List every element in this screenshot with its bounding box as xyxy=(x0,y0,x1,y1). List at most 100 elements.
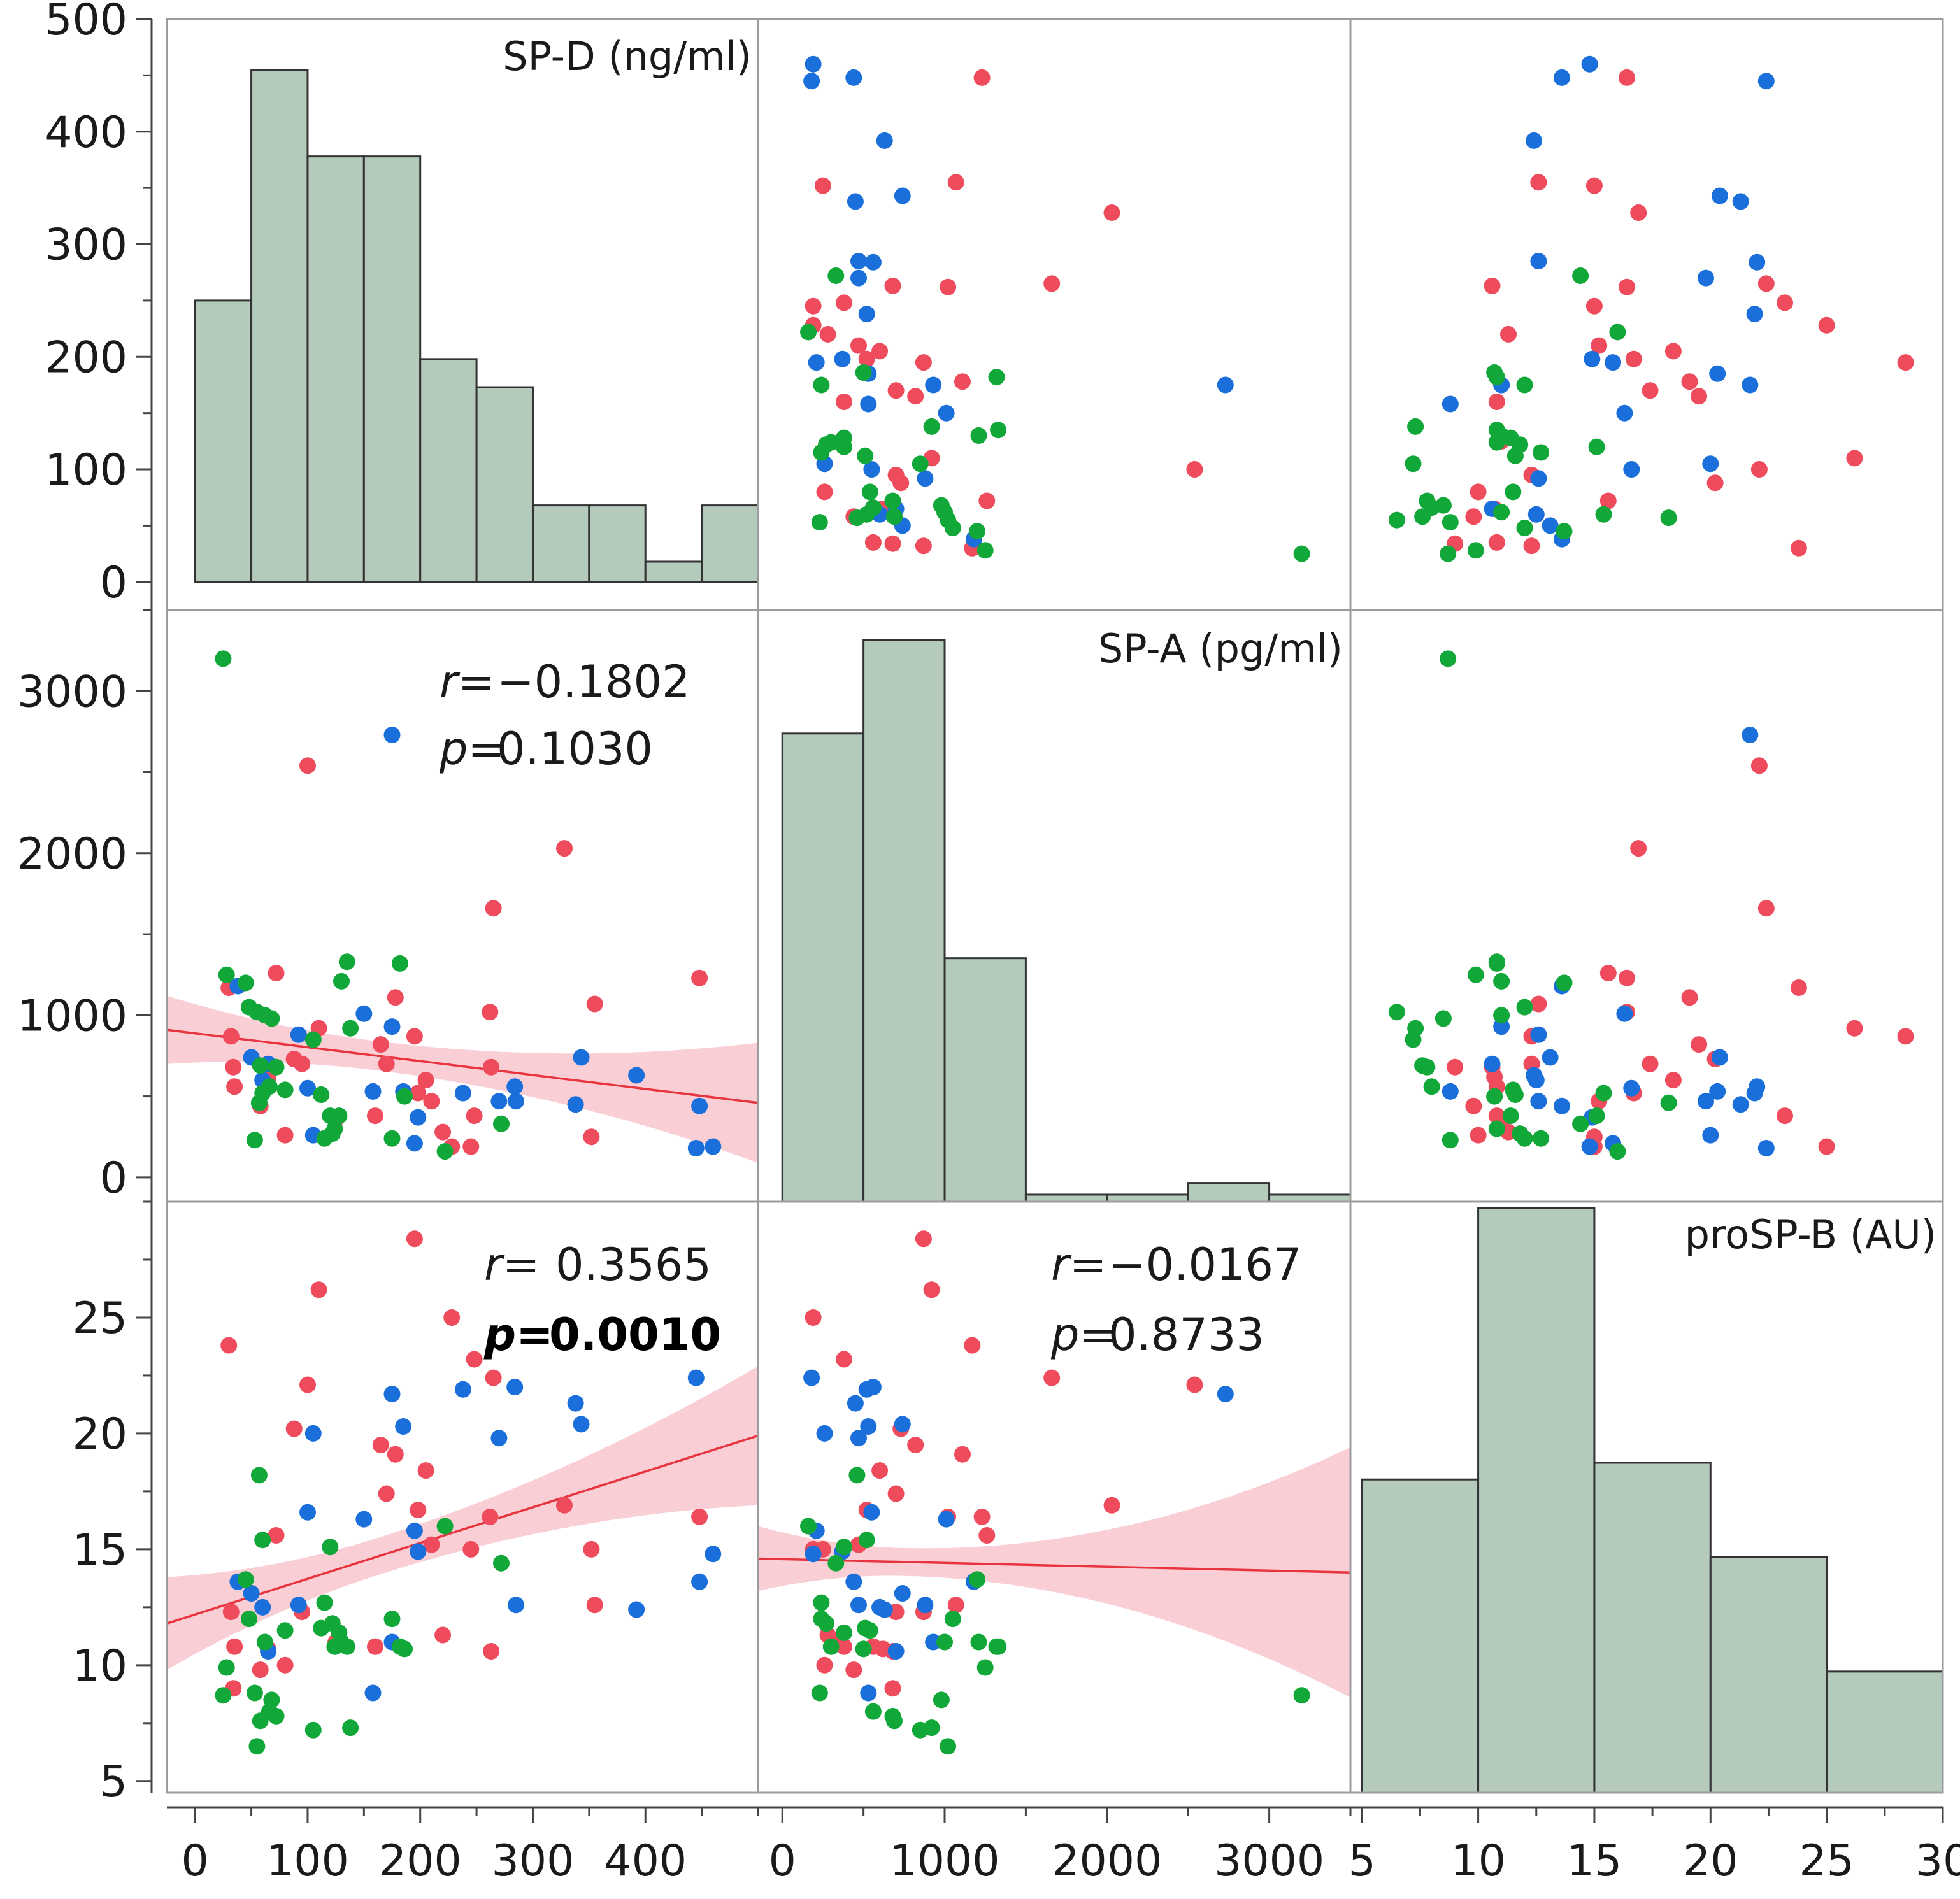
histogram-bar xyxy=(1709,1556,1828,1794)
data-point-red xyxy=(954,1446,971,1463)
data-point-blue xyxy=(299,1079,316,1097)
data-point-red xyxy=(556,840,573,857)
data-point-blue xyxy=(834,350,851,367)
data-point-red xyxy=(482,1004,499,1021)
data-point-green xyxy=(969,523,985,540)
data-point-blue xyxy=(1527,506,1545,523)
histogram-bar xyxy=(194,299,253,583)
data-point-blue xyxy=(1711,187,1728,204)
data-point-red xyxy=(973,1508,991,1525)
data-point-red xyxy=(387,989,404,1006)
data-point-green xyxy=(1588,438,1605,455)
data-point-green xyxy=(342,1020,359,1037)
data-point-red xyxy=(1664,343,1682,360)
data-point-blue xyxy=(1616,404,1633,422)
data-point-red xyxy=(1897,1028,1914,1045)
x-tick-label: 30 xyxy=(1915,1836,1960,1886)
data-point-red xyxy=(836,1638,852,1655)
data-point-green xyxy=(1533,444,1550,461)
data-point-blue xyxy=(506,1379,524,1396)
y-tick-label: 0 xyxy=(100,558,127,608)
data-point-red xyxy=(434,1626,452,1644)
histograms xyxy=(194,69,1944,1794)
data-point-blue xyxy=(355,1005,373,1022)
data-point-green xyxy=(338,953,355,971)
data-point-blue xyxy=(304,1425,322,1442)
data-point-green xyxy=(331,1107,348,1125)
p-label-spa-prosp: p= xyxy=(1050,1309,1117,1361)
data-point-green xyxy=(316,1594,333,1611)
data-point-green xyxy=(1441,514,1459,531)
data-point-red xyxy=(1619,278,1635,295)
data-point-red xyxy=(1465,508,1482,525)
data-point-blue xyxy=(860,395,877,413)
data-point-red xyxy=(1706,474,1724,492)
data-point-blue xyxy=(1709,1083,1726,1100)
data-point-blue xyxy=(290,1597,307,1614)
data-point-red xyxy=(816,483,833,501)
data-point-red xyxy=(1619,69,1635,86)
data-point-blue xyxy=(254,1598,271,1616)
data-point-red xyxy=(1500,325,1517,343)
data-point-green xyxy=(912,455,929,473)
data-point-green xyxy=(1434,497,1452,514)
data-point-red xyxy=(1642,382,1659,399)
data-point-blue xyxy=(925,376,942,394)
data-point-green xyxy=(933,1691,950,1709)
data-point-red xyxy=(583,1128,600,1146)
data-point-green xyxy=(923,1719,940,1737)
data-point-red xyxy=(378,1055,395,1072)
data-point-blue xyxy=(863,1504,880,1521)
data-point-green xyxy=(988,369,1005,386)
data-point-red xyxy=(887,1485,905,1502)
data-point-blue xyxy=(860,1684,877,1702)
data-point-green xyxy=(800,324,817,341)
data-point-red xyxy=(1585,177,1603,194)
data-point-blue xyxy=(858,306,875,323)
data-point-blue xyxy=(864,253,882,271)
data-point-red xyxy=(1103,1497,1120,1514)
data-point-red xyxy=(483,1643,500,1660)
data-point-blue xyxy=(1623,1079,1640,1097)
data-point-green xyxy=(886,508,903,525)
histogram-bar xyxy=(701,504,759,583)
data-point-red xyxy=(222,1604,240,1621)
data-point-green xyxy=(396,1640,413,1658)
x-tick-label: 0 xyxy=(769,1836,796,1886)
data-point-blue xyxy=(573,1416,590,1433)
data-point-green xyxy=(1506,1086,1524,1103)
data-point-green xyxy=(256,1633,273,1651)
data-point-blue xyxy=(860,1418,877,1435)
data-point-green xyxy=(383,1130,401,1147)
data-point-red xyxy=(367,1107,383,1125)
data-point-green xyxy=(1388,1004,1405,1021)
data-point-blue xyxy=(395,1418,412,1435)
x-tick-label: 400 xyxy=(604,1836,687,1886)
data-point-red xyxy=(586,995,603,1013)
data-point-red xyxy=(367,1638,383,1655)
data-point-blue xyxy=(1441,1083,1459,1100)
histogram-bar xyxy=(1593,1462,1712,1794)
data-point-red xyxy=(850,337,867,354)
data-point-green xyxy=(1419,492,1436,509)
data-point-red xyxy=(483,1058,500,1076)
data-point-green xyxy=(304,1721,322,1739)
data-point-red xyxy=(1484,277,1501,294)
histogram-bar xyxy=(1268,1193,1352,1203)
data-point-green xyxy=(1441,1132,1459,1149)
data-point-green xyxy=(1440,545,1457,562)
data-point-green xyxy=(383,1611,401,1628)
data-point-blue xyxy=(1746,306,1763,323)
data-point-green xyxy=(940,1738,957,1755)
matrix-frame xyxy=(166,18,1944,1794)
data-point-blue xyxy=(1542,517,1559,534)
histogram-bar xyxy=(419,358,478,583)
data-point-green xyxy=(276,1622,294,1639)
data-point-blue xyxy=(508,1093,524,1110)
data-point-red xyxy=(586,1597,603,1614)
r-label-spa-prosp: r= xyxy=(1051,1239,1106,1291)
data-point-red xyxy=(462,1540,480,1558)
data-point-red xyxy=(1681,373,1698,390)
data-point-red xyxy=(1777,294,1793,311)
r-label-spd-spa: r= xyxy=(440,656,495,708)
